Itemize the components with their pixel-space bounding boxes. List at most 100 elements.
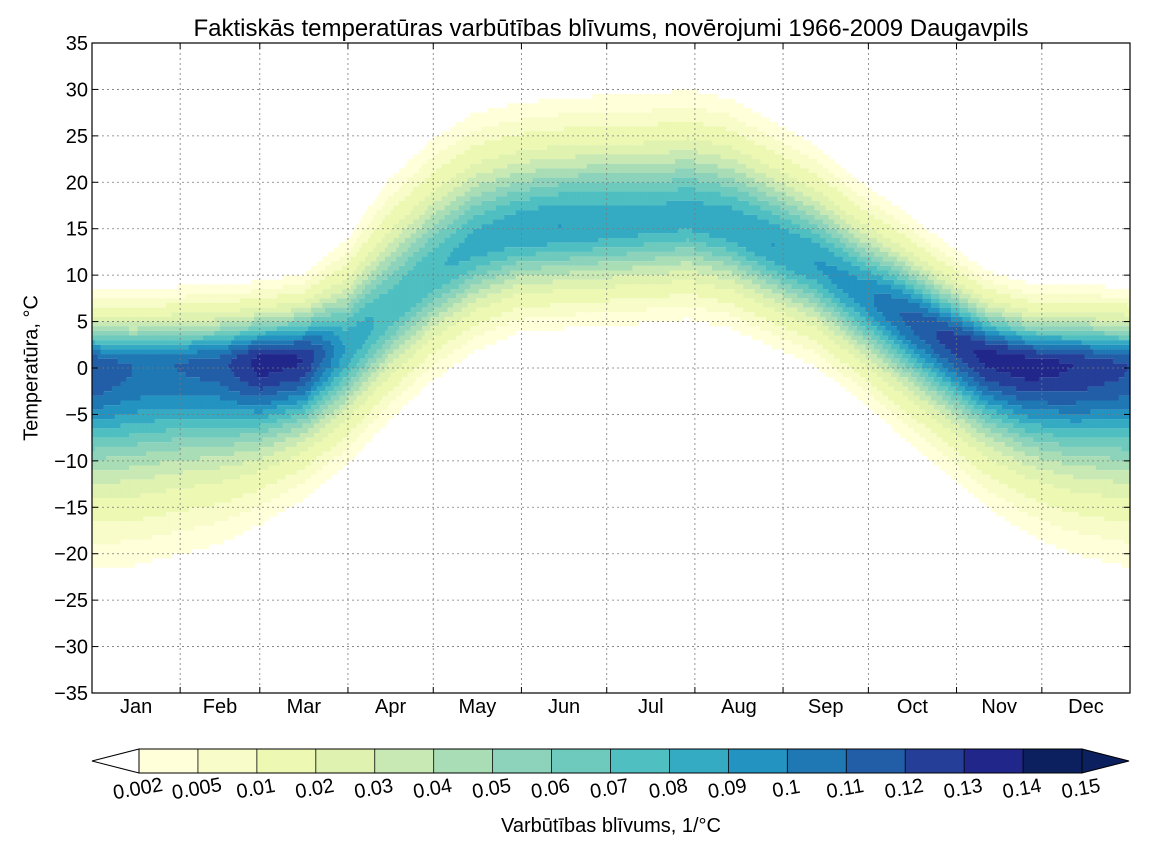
density-cell	[444, 261, 449, 266]
density-cell	[276, 391, 281, 401]
density-cell	[103, 316, 107, 322]
density-cell	[120, 298, 124, 308]
density-cell	[757, 112, 761, 132]
density-cell	[256, 386, 261, 396]
density-cell	[248, 335, 252, 341]
density-cell	[370, 289, 375, 303]
density-cell	[174, 395, 178, 410]
density-cell	[120, 470, 124, 480]
density-cell	[302, 386, 306, 396]
density-cell	[313, 460, 318, 475]
density-cell	[134, 498, 139, 522]
density-cell	[94, 289, 99, 299]
density-cell	[680, 279, 685, 294]
density-cell	[416, 349, 420, 368]
density-cell	[609, 247, 614, 257]
density-cell	[362, 368, 366, 373]
density-cell	[231, 419, 235, 429]
density-cell	[495, 326, 500, 341]
density-cell	[254, 330, 258, 336]
density-cell	[319, 419, 323, 429]
density-cell	[478, 145, 483, 164]
density-cell	[106, 344, 110, 350]
density-cell	[544, 196, 548, 206]
density-cell	[100, 326, 104, 331]
density-cell	[106, 349, 110, 355]
density-cell	[740, 135, 744, 155]
density-cell	[501, 196, 505, 206]
density-cell	[302, 326, 306, 331]
density-cell	[657, 284, 662, 299]
density-cell	[444, 330, 449, 345]
density-cell	[256, 330, 261, 336]
density-cell	[529, 186, 534, 197]
density-cell	[265, 279, 269, 290]
density-cell	[569, 242, 574, 252]
density-cell	[310, 349, 315, 364]
density-cell	[231, 284, 235, 294]
density-cell	[618, 94, 622, 113]
density-cell	[595, 182, 599, 192]
density-cell	[97, 340, 102, 345]
density-cell	[515, 321, 520, 331]
density-cell	[598, 173, 602, 183]
density-cell	[316, 344, 321, 368]
density-cell	[126, 363, 130, 378]
density-cell	[655, 275, 659, 285]
density-cell	[322, 340, 326, 350]
density-cell	[407, 330, 412, 341]
density-cell	[217, 335, 221, 341]
density-cell	[285, 330, 289, 336]
density-cell	[376, 298, 380, 341]
density-cell	[532, 261, 537, 271]
density-cell	[188, 330, 193, 336]
density-cell	[94, 335, 99, 341]
density-cell	[109, 405, 113, 420]
density-cell	[114, 456, 119, 471]
density-cell	[319, 442, 323, 457]
density-cell	[373, 391, 377, 406]
density-cell	[470, 293, 474, 303]
density-cell	[111, 307, 116, 317]
density-cell	[94, 419, 99, 429]
density-cell	[413, 368, 417, 382]
density-cell	[239, 307, 244, 317]
density-cell	[561, 112, 565, 132]
density-cell	[663, 275, 668, 285]
density-cell	[347, 419, 352, 433]
density-cell	[310, 275, 315, 285]
density-cell	[114, 521, 119, 545]
density-cell	[498, 177, 503, 187]
density-cell	[296, 381, 301, 387]
density-cell	[131, 289, 136, 299]
density-cell	[592, 256, 596, 266]
density-cell	[632, 312, 636, 327]
density-cell	[467, 168, 471, 178]
density-cell	[165, 488, 170, 512]
density-cell	[686, 307, 690, 317]
density-cell	[146, 289, 150, 299]
density-cell	[555, 261, 559, 266]
density-cell	[123, 354, 127, 364]
density-cell	[325, 307, 329, 317]
density-cell	[237, 428, 241, 438]
density-cell	[595, 112, 599, 127]
density-cell	[325, 303, 329, 308]
density-cell	[251, 442, 255, 452]
density-cell	[689, 270, 693, 280]
density-cell	[274, 354, 278, 373]
density-cell	[120, 335, 124, 341]
density-cell	[669, 191, 673, 201]
density-cell	[746, 200, 750, 215]
density-cell	[288, 349, 292, 355]
density-cell	[740, 182, 744, 192]
density-cell	[692, 159, 696, 169]
density-cell	[259, 414, 264, 420]
density-cell	[103, 391, 107, 406]
density-cell	[581, 256, 585, 266]
density-cell	[302, 312, 306, 317]
density-cell	[183, 284, 187, 299]
density-cell	[353, 442, 358, 457]
density-cell	[222, 354, 227, 387]
density-cell	[473, 131, 477, 146]
